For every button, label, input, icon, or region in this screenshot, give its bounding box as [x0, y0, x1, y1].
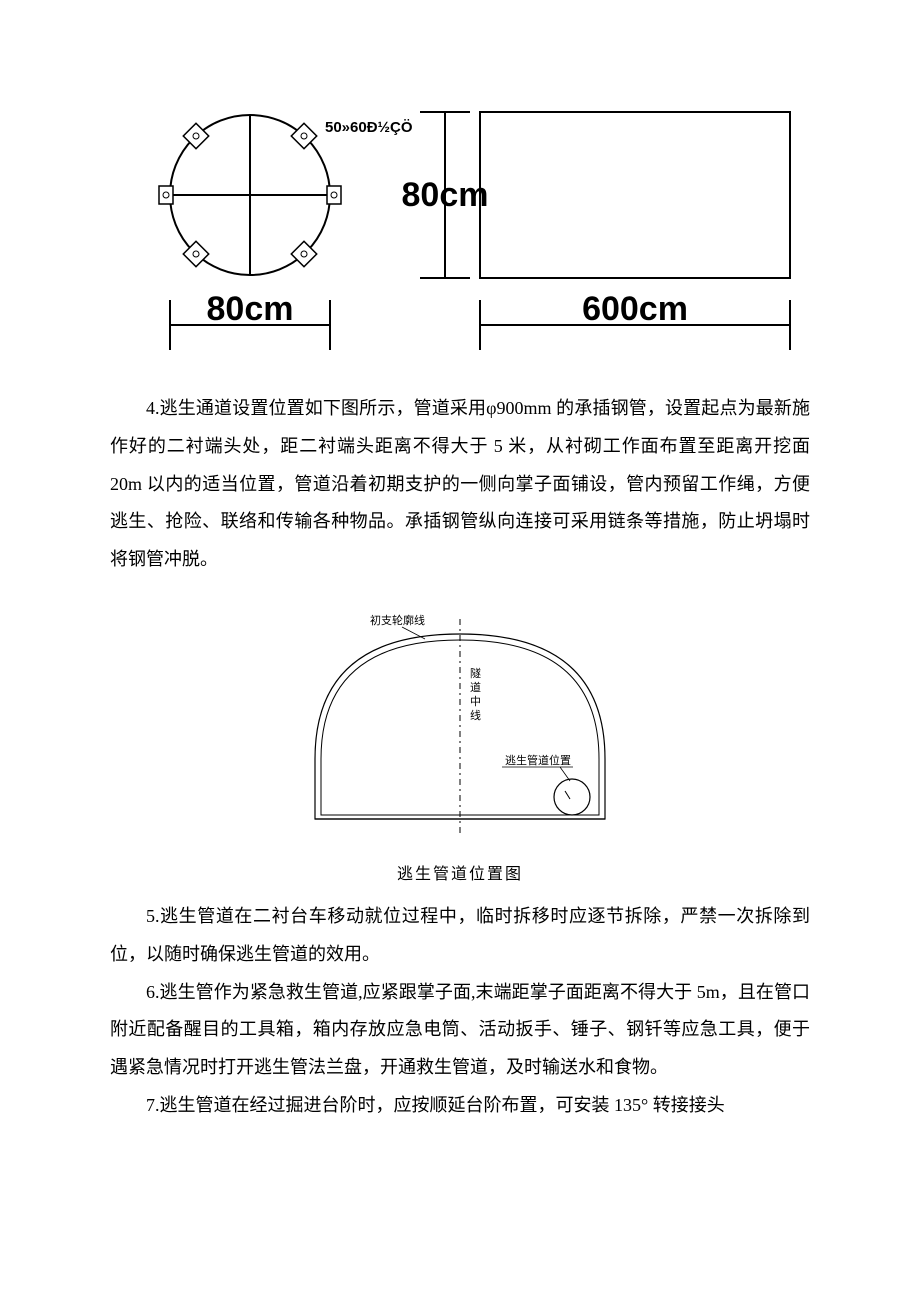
dim-width-right: 600cm	[582, 290, 688, 328]
tab-3	[159, 186, 173, 204]
escape-pipe-circle	[554, 779, 590, 815]
tunnel-caption: 逃生管道位置图	[110, 860, 810, 884]
dim-width-left: 80cm	[207, 290, 294, 328]
pipe-cross-section-diagram: 50»60Ð½ÇÖ 80cm 80cm 600cm	[110, 100, 810, 360]
tab-size-label: 50»60Ð½ÇÖ	[325, 119, 413, 136]
paragraph-6: 6.逃生管作为紧急救生管道,应紧跟掌子面,末端距掌子面距离不得大于 5m，且在管…	[110, 974, 810, 1087]
tab-4	[327, 186, 341, 204]
label-centerline: 隧 道 中 线	[470, 666, 484, 722]
label-outline: 初支轮廓线	[370, 613, 425, 627]
paragraph-4: 4.逃生通道设置位置如下图所示，管道采用φ900mm 的承插钢管，设置起点为最新…	[110, 390, 810, 579]
paragraph-7: 7.逃生管道在经过掘进台阶时，应按顺延台阶布置，可安装 135° 转接接头	[110, 1087, 810, 1125]
pipe-side-rect	[480, 112, 790, 278]
tunnel-inner	[321, 640, 599, 815]
label-pipe: 逃生管道位置	[505, 753, 571, 767]
tunnel-cross-section-diagram: 初支轮廓线 隧 道 中 线 逃生管道位置	[270, 599, 650, 849]
dim-height: 80cm	[402, 176, 489, 214]
document-page: 50»60Ð½ÇÖ 80cm 80cm 600cm 4.逃生通道设置位置如下图所…	[0, 0, 920, 1185]
tunnel-section-wrap: 初支轮廓线 隧 道 中 线 逃生管道位置	[110, 599, 810, 854]
paragraph-5: 5.逃生管道在二衬台车移动就位过程中，临时拆移时应逐节拆除，严禁一次拆除到位，以…	[110, 898, 810, 974]
